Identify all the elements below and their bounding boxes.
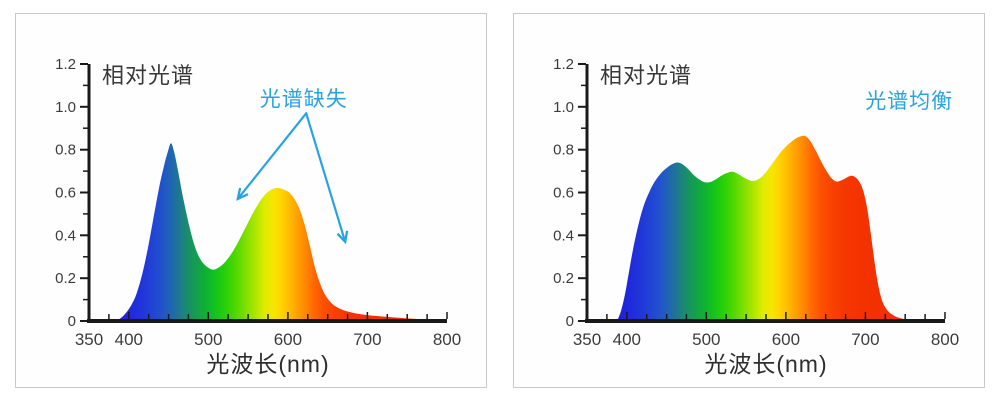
svg-text:0: 0	[68, 313, 76, 330]
svg-text:700: 700	[353, 330, 381, 349]
svg-text:1.2: 1.2	[553, 56, 574, 73]
x-ticks	[586, 312, 946, 319]
svg-text:0.4: 0.4	[553, 227, 574, 244]
chart-title: 相对光谱	[102, 63, 195, 88]
svg-text:0: 0	[566, 313, 574, 330]
svg-text:0.2: 0.2	[55, 270, 76, 287]
svg-text:600: 600	[772, 330, 800, 349]
svg-text:1.0: 1.0	[55, 99, 76, 116]
svg-text:600: 600	[274, 330, 302, 349]
svg-text:500: 500	[194, 330, 222, 349]
svg-text:700: 700	[851, 330, 879, 349]
svg-text:400: 400	[613, 330, 641, 349]
x-tick-labels: 350 400 500 600 700 800	[573, 330, 959, 349]
annotation-spectrum-balanced: 光谱均衡	[865, 90, 954, 114]
svg-text:0.4: 0.4	[55, 227, 76, 244]
annotation-spectrum-missing: 光谱缺失	[259, 88, 348, 112]
svg-text:500: 500	[692, 330, 720, 349]
y-tick-labels: 0 0.2 0.4 0.6 0.8 1.0 1.2	[553, 56, 574, 330]
y-tick-labels: 0 0.2 0.4 0.6 0.8 1.0 1.2	[55, 56, 76, 330]
svg-text:400: 400	[115, 330, 143, 349]
x-axis-label: 光波长(nm)	[704, 351, 828, 377]
svg-text:1.2: 1.2	[55, 56, 76, 73]
right-spectrum-panel: 350 400 500 600 700 800 0 0.2 0.4 0.6 0.8 1.0 1.2 相对…	[513, 13, 985, 388]
svg-text:350: 350	[573, 330, 601, 349]
spectrum-curve	[617, 135, 945, 321]
x-axis-label: 光波长(nm)	[206, 351, 330, 377]
svg-text:0.6: 0.6	[55, 185, 76, 202]
svg-text:0.2: 0.2	[553, 270, 574, 287]
left-spectrum-panel: 350 400 500 600 700 800 0 0.2 0.4 0.6 0.8 1.0 1.2 相对…	[15, 13, 487, 388]
spectrum-chart-balanced: 350 400 500 600 700 800 0 0.2 0.4 0.6 0.8 1.0 1.2	[553, 56, 959, 349]
svg-text:800: 800	[931, 330, 959, 349]
svg-text:800: 800	[433, 330, 461, 349]
chart-title: 相对光谱	[600, 63, 693, 88]
x-ticks	[88, 312, 448, 319]
svg-text:350: 350	[75, 330, 103, 349]
y-ticks	[80, 63, 88, 322]
y-ticks	[578, 63, 586, 322]
svg-text:1.0: 1.0	[553, 99, 574, 116]
annotation-arrow	[305, 112, 345, 242]
spectrum-curve	[112, 143, 448, 321]
svg-text:0.8: 0.8	[553, 142, 574, 159]
svg-text:0.8: 0.8	[55, 142, 76, 159]
x-tick-labels: 350 400 500 600 700 800	[75, 330, 461, 349]
spectrum-chart-missing: 350 400 500 600 700 800 0 0.2 0.4 0.6 0.8 1.0 1.2	[55, 56, 461, 349]
svg-text:0.6: 0.6	[553, 185, 574, 202]
annotation-arrow	[238, 112, 308, 199]
